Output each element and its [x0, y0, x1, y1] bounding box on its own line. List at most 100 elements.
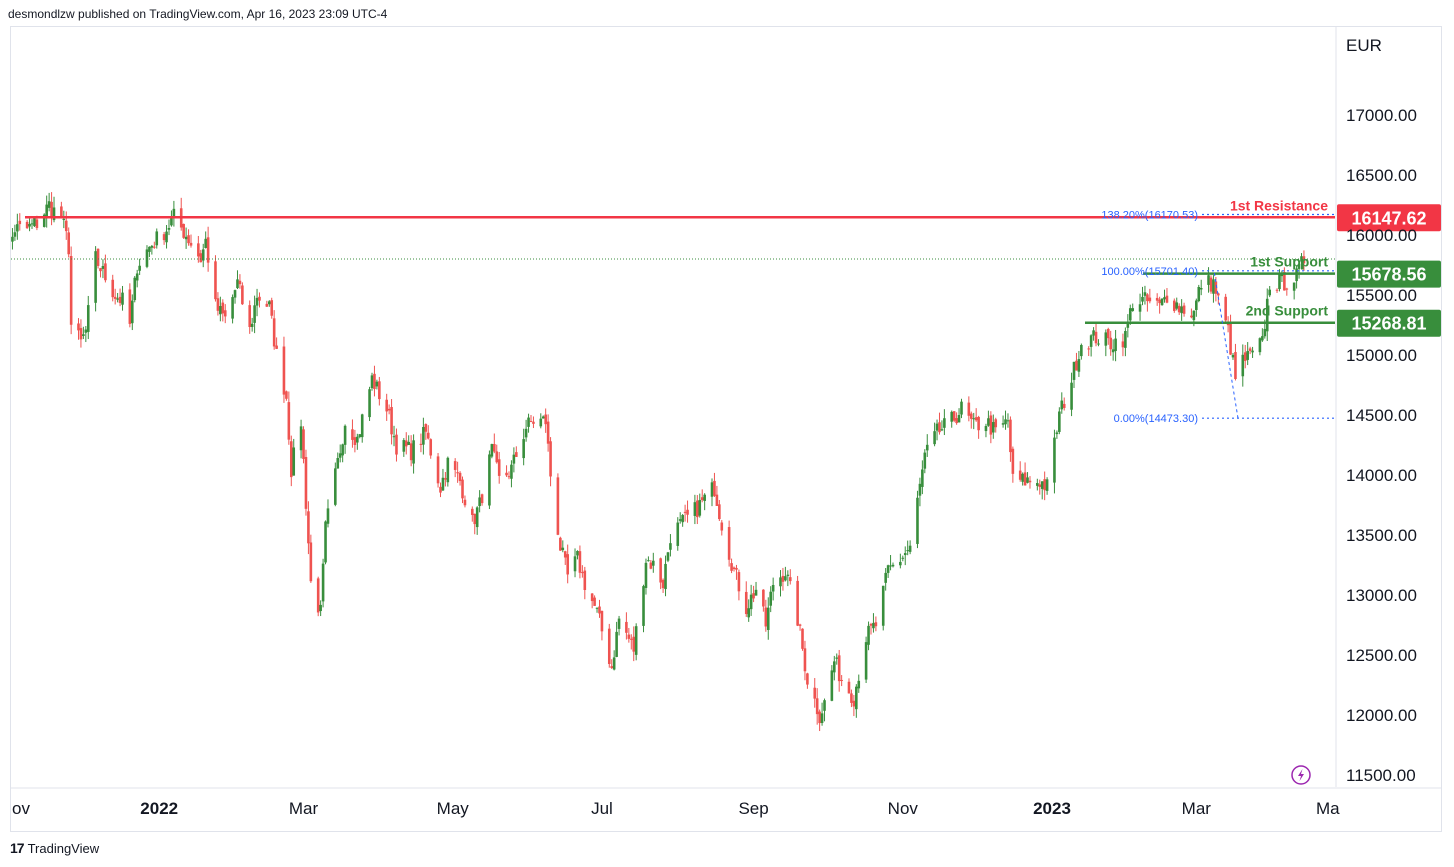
candle [818, 709, 821, 732]
candle [153, 241, 156, 249]
candle [412, 434, 415, 474]
candle [669, 534, 672, 557]
candle [458, 471, 462, 486]
price-tick-label: 15500.00 [1346, 286, 1417, 305]
candle [358, 434, 362, 439]
candle [1058, 407, 1061, 435]
candle [1004, 410, 1007, 430]
candle [444, 471, 447, 487]
candle [111, 274, 115, 302]
candle [1131, 303, 1135, 312]
candle [28, 216, 31, 232]
candle [1001, 415, 1005, 428]
time-tick-label: Mar [1182, 799, 1212, 818]
candle [747, 599, 750, 622]
candle [1053, 429, 1056, 494]
candle [1006, 413, 1010, 428]
candle [133, 276, 137, 303]
candle [1177, 303, 1181, 315]
candle [1138, 293, 1142, 321]
candle [852, 694, 856, 717]
candle [840, 675, 843, 687]
candle [659, 557, 662, 590]
candle [803, 640, 807, 681]
candle [744, 581, 748, 617]
candle [617, 615, 621, 636]
candle [42, 213, 46, 228]
candle [302, 426, 305, 464]
candle [933, 422, 936, 447]
level-1st-support[interactable]: 1st Support 15678.56 [1143, 254, 1441, 288]
candle [1248, 346, 1252, 355]
candle [1175, 297, 1179, 311]
candle [715, 485, 719, 506]
candle [402, 438, 406, 457]
candle [197, 235, 200, 263]
fib-level: 100.00%(15701.40) [1101, 266, 1335, 278]
time-tick-label: Ma [1316, 799, 1340, 818]
chart-frame[interactable] [10, 26, 1442, 832]
candle [1146, 293, 1149, 312]
candle [299, 419, 303, 459]
candle [593, 595, 596, 606]
candle [343, 424, 347, 454]
candle [373, 365, 376, 397]
candle [815, 688, 819, 725]
level-badge-text: 15268.81 [1351, 314, 1426, 334]
candle [316, 576, 320, 617]
candle [1283, 267, 1286, 291]
candle [270, 297, 274, 319]
level-1st-resistance[interactable]: 1st Resistance 16147.62 [25, 197, 1441, 232]
candle [1158, 296, 1161, 314]
time-axis[interactable]: ov 2022 Mar May Jul Sep Nov 2023 Mar Ma [12, 799, 1340, 818]
candle [940, 420, 944, 432]
candle [1251, 346, 1254, 358]
candle [884, 568, 887, 591]
candle [1092, 327, 1095, 341]
candle [664, 555, 667, 597]
price-axis[interactable]: 17000.00 16500.00 16000.00 15500.00 15000.00… [1346, 106, 1417, 785]
candle [1297, 262, 1301, 279]
candle [806, 672, 809, 689]
candle [546, 414, 550, 452]
candle [899, 553, 902, 569]
candle [368, 386, 371, 422]
candle [155, 228, 159, 249]
candle [79, 319, 83, 348]
candle [766, 597, 770, 640]
candle [267, 300, 271, 307]
candle [1018, 461, 1022, 482]
candle [881, 585, 885, 631]
candle [495, 444, 499, 464]
candle [1275, 288, 1279, 293]
candle [771, 577, 775, 601]
candle [661, 578, 665, 593]
candle [118, 288, 122, 307]
candle [1060, 392, 1064, 414]
candle [573, 548, 577, 578]
candle [727, 520, 731, 567]
candle [11, 228, 14, 250]
candle [957, 408, 961, 423]
candle [94, 246, 97, 312]
candle [732, 566, 736, 572]
candle [1265, 288, 1269, 342]
candle [764, 599, 768, 632]
candle [292, 438, 296, 476]
candle [678, 512, 682, 524]
fib-trend-line [1213, 270, 1239, 419]
candle [60, 201, 63, 218]
candle [820, 702, 824, 726]
flash-icon[interactable] [1291, 765, 1311, 785]
candle [319, 600, 322, 617]
level-2nd-support[interactable]: 2nd Support 15268.81 [1085, 303, 1441, 337]
candle [233, 289, 237, 304]
candle [788, 569, 792, 585]
time-tick-label: Sep [738, 799, 768, 818]
candle [703, 493, 706, 511]
candle [1109, 330, 1113, 356]
candle [461, 476, 464, 504]
candle [1141, 286, 1144, 306]
candle [1114, 329, 1117, 362]
